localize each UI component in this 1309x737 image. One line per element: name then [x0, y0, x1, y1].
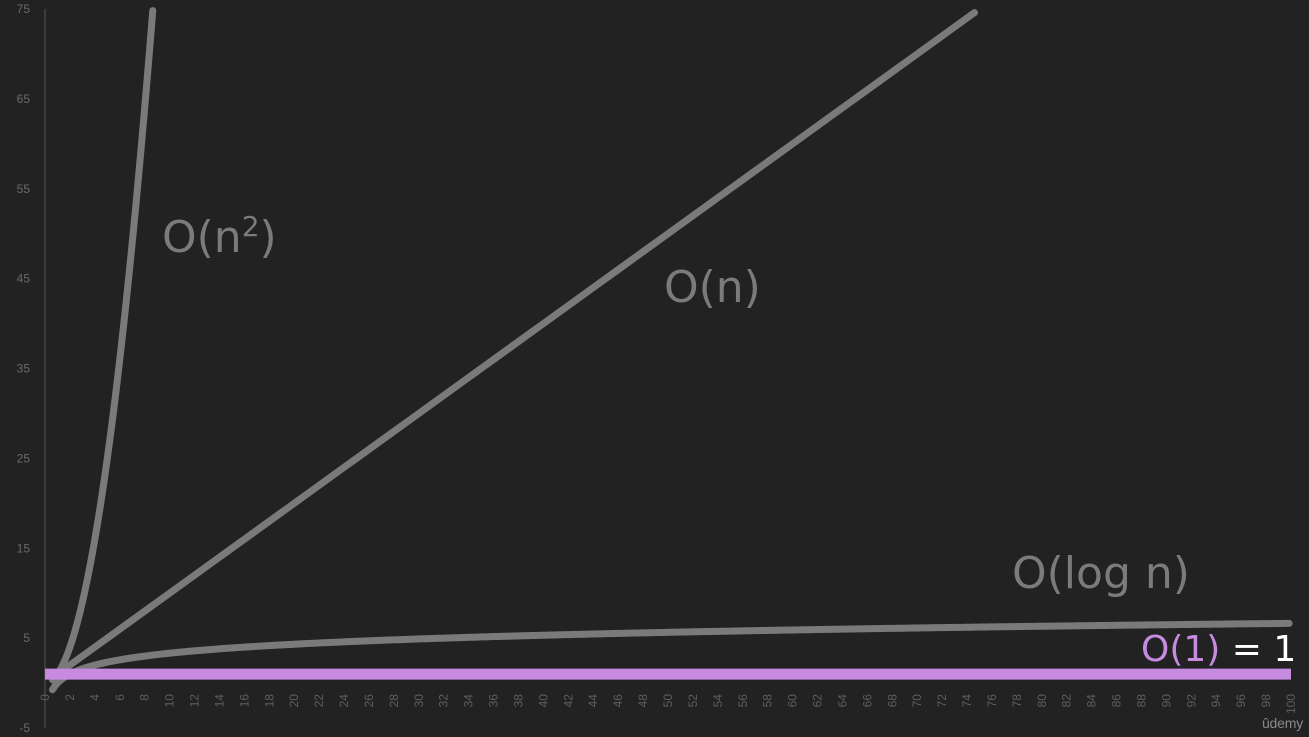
curves	[45, 7, 1293, 694]
x-tick-label: 18	[262, 694, 276, 708]
y-tick-label: 25	[17, 451, 31, 465]
constant-label-equals: = 1	[1220, 629, 1296, 670]
x-tick-label: 44	[586, 694, 600, 708]
x-tick-label: 36	[487, 694, 501, 708]
x-tick-label: 56	[736, 694, 750, 708]
y-tick-label: 65	[17, 92, 31, 106]
udemy-logo: ûdemy	[1261, 715, 1303, 731]
x-tick-label: 92	[1184, 694, 1198, 708]
x-tick-label: 28	[387, 694, 401, 708]
x-tick-label: 66	[860, 694, 874, 708]
x-tick-label: 72	[935, 694, 949, 708]
y-tick-label: 45	[17, 272, 31, 286]
x-tick-label: 20	[287, 694, 301, 708]
x-tick-label: 12	[188, 694, 202, 708]
x-tick-label: 60	[786, 694, 800, 708]
x-tick-label: 16	[237, 694, 251, 708]
x-tick-label: 6	[113, 694, 127, 701]
x-tick-label: 70	[910, 694, 924, 708]
x-tick-label: 42	[561, 694, 575, 708]
n_squared-series-line	[48, 7, 157, 684]
x-tick-label: 2	[63, 694, 77, 701]
y-tick-label: -5	[19, 721, 30, 735]
y-tick-label: 55	[17, 182, 31, 196]
x-tick-label: 0	[38, 694, 52, 701]
x-tick-label: 34	[462, 694, 476, 708]
n-squared-label-exponent: 2	[242, 210, 260, 243]
x-tick-label: 40	[536, 694, 550, 708]
x-tick-label: 76	[985, 694, 999, 708]
x-tick-label: 10	[163, 694, 177, 708]
x-tick-label: 52	[686, 694, 700, 708]
x-tick-label: 54	[711, 694, 725, 708]
curve-labels: O(n2) O(n) O(log n) O(1) = 1	[162, 210, 1296, 670]
y-tick-label: 35	[17, 362, 31, 376]
x-tick-label: 8	[138, 694, 152, 701]
x-tick-label: 58	[761, 694, 775, 708]
x-tick-label: 80	[1035, 694, 1049, 708]
n-squared-label-close: )	[260, 212, 277, 263]
log-series-line	[48, 619, 1293, 694]
linear-series-line	[48, 9, 979, 682]
y-tick-label: 75	[17, 2, 31, 16]
x-tick-label: 94	[1209, 694, 1223, 708]
y-tick-label: 5	[23, 631, 30, 645]
x-tick-label: 88	[1134, 694, 1148, 708]
x-tick-label: 48	[636, 694, 650, 708]
x-tick-label: 84	[1085, 694, 1099, 708]
x-tick-label: 62	[811, 694, 825, 708]
x-tick-label: 46	[611, 694, 625, 708]
x-tick-label: 74	[960, 694, 974, 708]
x-tick-label: 30	[412, 694, 426, 708]
x-tick-label: 24	[337, 694, 351, 708]
x-tick-label: 38	[511, 694, 525, 708]
constant-label: O(1) = 1	[1141, 629, 1296, 670]
x-tick-label: 14	[212, 694, 226, 708]
x-tick-label: 98	[1259, 694, 1273, 708]
x-tick-label: 4	[88, 694, 102, 701]
x-tick-label: 50	[661, 694, 675, 708]
x-tick-label: 100	[1284, 694, 1298, 714]
x-tick-label: 22	[312, 694, 326, 708]
x-tick-label: 90	[1159, 694, 1173, 708]
x-tick-label: 96	[1234, 694, 1248, 708]
x-tick-label: 26	[362, 694, 376, 708]
x-tick-label: 78	[1010, 694, 1024, 708]
x-tick-label: 82	[1060, 694, 1074, 708]
constant-label-notation: O(1)	[1141, 629, 1220, 670]
x-tick-label: 86	[1110, 694, 1124, 708]
y-tick-label: 15	[17, 541, 31, 555]
x-tick-label: 32	[437, 694, 451, 708]
log-label: O(log n)	[1012, 548, 1190, 599]
x-tick-label: 68	[885, 694, 899, 708]
n-squared-label-base: O(n	[162, 212, 242, 263]
linear-label: O(n)	[664, 262, 761, 313]
x-tick-label: 64	[835, 694, 849, 708]
n-squared-label: O(n2)	[162, 210, 277, 263]
